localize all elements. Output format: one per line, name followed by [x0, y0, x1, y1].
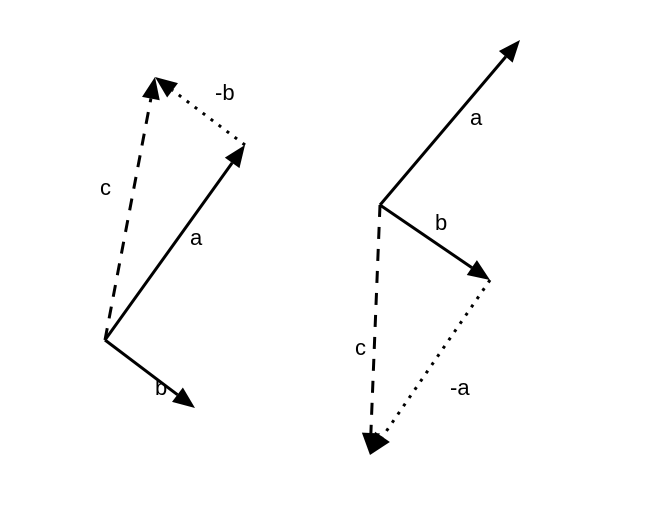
- arrowhead-icon: [172, 388, 195, 408]
- vector-right-b: b: [380, 205, 490, 280]
- vector-right-neg-a: -a: [370, 280, 490, 455]
- vector-label-right-neg-a: -a: [450, 375, 470, 400]
- arrowhead-icon: [467, 260, 490, 280]
- vector-label-right-c: c: [355, 335, 366, 360]
- vector-label-left-a: a: [190, 225, 203, 250]
- vector-label-right-a: a: [470, 105, 483, 130]
- vector-left-c: c: [100, 77, 160, 340]
- vector-label-right-b: b: [435, 210, 447, 235]
- vector-left-a: a: [105, 145, 245, 340]
- vector-label-left-b: b: [155, 375, 167, 400]
- vector-left-b: b: [105, 340, 195, 408]
- vector-diagram: a b -b c a b -a c: [0, 0, 645, 519]
- vector-right-a: a: [380, 40, 520, 205]
- vector-left-neg-b: -b: [155, 77, 245, 145]
- vector-label-left-neg-b: -b: [215, 80, 235, 105]
- vector-label-left-c: c: [100, 175, 111, 200]
- vector-right-c: c: [355, 205, 380, 455]
- arrowhead-icon: [225, 145, 245, 168]
